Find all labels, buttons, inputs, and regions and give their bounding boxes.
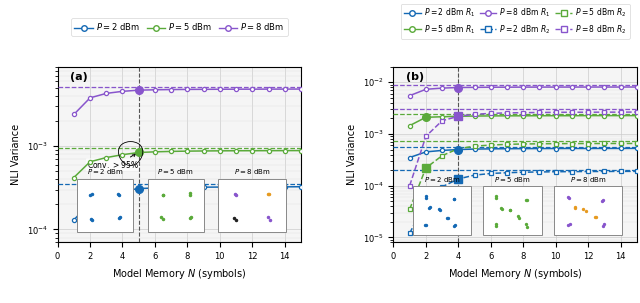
Text: (b): (b)	[406, 72, 424, 82]
Legend: $P = 2$ dBm $R_1$, $P = 5$ dBm $R_1$, $P = 8$ dBm $R_1$, $P = 2$ dBm $R_2$, $P =: $P = 2$ dBm $R_1$, $P = 5$ dBm $R_1$, $P…	[401, 4, 630, 38]
Bar	[77, 179, 133, 232]
Text: (a): (a)	[70, 72, 88, 82]
Bar	[413, 186, 471, 235]
X-axis label: Model Memory $N$ (symbols): Model Memory $N$ (symbols)	[112, 267, 246, 281]
Text: $P = 2$ dBm: $P = 2$ dBm	[424, 175, 461, 184]
Text: $P = 2$ dBm: $P = 2$ dBm	[86, 168, 124, 176]
Legend: $P = 2$ dBm, $P = 5$ dBm, $P = 8$ dBm: $P = 2$ dBm, $P = 5$ dBm, $P = 8$ dBm	[71, 18, 287, 36]
Bar	[148, 179, 204, 232]
Text: $P = 5$ dBm: $P = 5$ dBm	[494, 175, 531, 184]
Text: $P = 8$ dBm: $P = 8$ dBm	[234, 168, 271, 176]
Bar	[218, 179, 286, 232]
Y-axis label: NLI Variance: NLI Variance	[12, 124, 21, 185]
X-axis label: Model Memory $N$ (symbols): Model Memory $N$ (symbols)	[448, 267, 582, 281]
Y-axis label: NLI Variance: NLI Variance	[347, 124, 357, 185]
Text: $P = 8$ dBm: $P = 8$ dBm	[570, 175, 607, 184]
Text: Conv. $> 95\%$: Conv. $> 95\%$	[87, 154, 139, 170]
Bar	[483, 186, 542, 235]
Text: $P = 5$ dBm: $P = 5$ dBm	[157, 168, 194, 176]
Bar	[554, 186, 622, 235]
